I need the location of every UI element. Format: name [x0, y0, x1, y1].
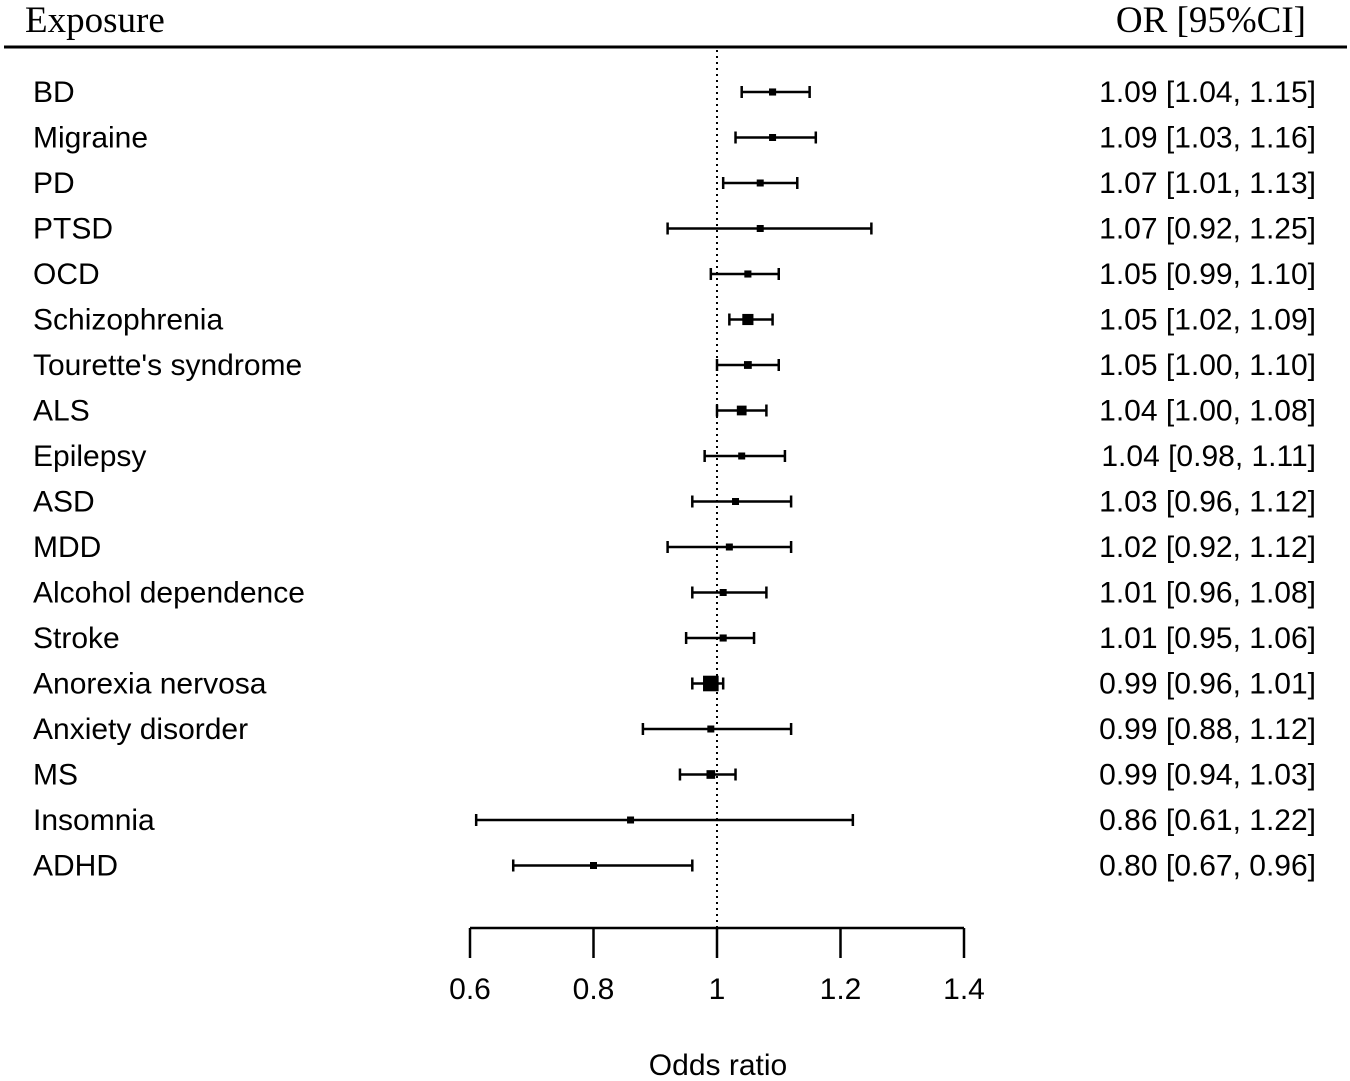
row-label: ALS: [33, 395, 90, 428]
forest-row: MS 0.99 [0.94, 1.03]: [33, 759, 1316, 792]
row-or-ci-text: 1.05 [1.02, 1.09]: [1099, 304, 1316, 337]
row-label: MDD: [33, 531, 101, 564]
row-or-ci-text: 1.03 [0.96, 1.12]: [1099, 486, 1316, 519]
point-estimate: [703, 675, 719, 692]
point-estimate: [706, 770, 716, 779]
x-tick-label: 1.2: [820, 973, 862, 1006]
row-or-ci-text: 1.09 [1.03, 1.16]: [1099, 122, 1316, 155]
row-label: BD: [33, 76, 75, 109]
row-label: OCD: [33, 258, 100, 291]
forest-row: ADHD 0.80 [0.67, 0.96]: [33, 850, 1316, 883]
point-estimate: [743, 361, 752, 369]
row-label: Alcohol dependence: [33, 577, 305, 610]
forest-row: BD 1.09 [1.04, 1.15]: [33, 76, 1316, 109]
forest-row: Alcohol dependence 1.01 [0.96, 1.08]: [33, 577, 1316, 610]
row-label: Schizophrenia: [33, 304, 223, 337]
row-or-ci-text: 0.99 [0.94, 1.03]: [1099, 759, 1316, 792]
forest-row: Stroke 1.01 [0.95, 1.06]: [33, 622, 1316, 655]
point-estimate: [725, 543, 733, 551]
row-or-ci-text: 1.04 [1.00, 1.08]: [1099, 395, 1316, 428]
row-or-ci-text: 0.99 [0.96, 1.01]: [1099, 668, 1316, 701]
row-label: ADHD: [33, 850, 118, 883]
row-label: Epilepsy: [33, 440, 146, 473]
forest-row: OCD 1.05 [0.99, 1.10]: [33, 258, 1316, 291]
forest-row: PD 1.07 [1.01, 1.13]: [33, 167, 1316, 200]
row-or-ci-text: 1.07 [0.92, 1.25]: [1099, 213, 1316, 246]
row-or-ci-text: 1.05 [0.99, 1.10]: [1099, 258, 1316, 291]
x-tick-label: 1: [709, 973, 726, 1006]
point-estimate: [769, 134, 777, 141]
exposure-column-header: Exposure: [25, 0, 165, 41]
row-or-ci-text: 1.01 [0.96, 1.08]: [1099, 577, 1316, 610]
point-estimate: [756, 179, 764, 187]
point-estimate: [719, 634, 727, 642]
row-or-ci-text: 1.04 [0.98, 1.11]: [1101, 440, 1316, 473]
point-estimate: [719, 589, 727, 596]
point-estimate: [707, 725, 715, 733]
forest-row: Anxiety disorder 0.99 [0.88, 1.12]: [33, 713, 1316, 746]
forest-row: ASD 1.03 [0.96, 1.12]: [33, 486, 1316, 519]
forest-row: Tourette's syndrome 1.05 [1.00, 1.10]: [33, 349, 1316, 382]
point-estimate: [744, 270, 752, 278]
point-estimate: [736, 405, 747, 416]
forest-row: PTSD 1.07 [0.92, 1.25]: [33, 213, 1316, 246]
point-estimate: [756, 225, 764, 232]
forest-row: Anorexia nervosa 0.99 [0.96, 1.01]: [33, 668, 1316, 701]
row-label: Insomnia: [33, 804, 155, 837]
forest-row: Migraine 1.09 [1.03, 1.16]: [33, 122, 1316, 155]
x-tick-label: 0.8: [573, 973, 615, 1006]
row-label: MS: [33, 759, 78, 792]
x-tick-label: 1.4: [943, 973, 985, 1006]
row-or-ci-text: 1.01 [0.95, 1.06]: [1099, 622, 1316, 655]
row-or-ci-text: 1.09 [1.04, 1.15]: [1099, 76, 1316, 109]
point-estimate: [627, 816, 635, 824]
forest-row: ALS 1.04 [1.00, 1.08]: [33, 395, 1316, 428]
or-ci-column-header: OR [95%CI]: [1116, 0, 1306, 41]
point-estimate: [742, 313, 754, 326]
row-or-ci-text: 1.02 [0.92, 1.12]: [1099, 531, 1316, 564]
row-label: Tourette's syndrome: [33, 349, 302, 382]
forest-row: Insomnia 0.86 [0.61, 1.22]: [33, 804, 1316, 837]
point-estimate: [590, 862, 597, 869]
point-estimate: [738, 452, 746, 460]
row-or-ci-text: 1.05 [1.00, 1.10]: [1099, 349, 1316, 382]
row-label: PD: [33, 167, 75, 200]
x-axis-title: Odds ratio: [649, 1049, 787, 1081]
row-label: Migraine: [33, 122, 148, 155]
forest-row: MDD 1.02 [0.92, 1.12]: [33, 531, 1316, 564]
forest-row: Schizophrenia 1.05 [1.02, 1.09]: [33, 304, 1316, 337]
row-or-ci-text: 0.80 [0.67, 0.96]: [1099, 850, 1316, 883]
row-label: Anxiety disorder: [33, 713, 248, 746]
forest-row: Epilepsy 1.04 [0.98, 1.11]: [33, 440, 1316, 473]
row-or-ci-text: 0.86 [0.61, 1.22]: [1099, 804, 1316, 837]
x-tick-label: 0.6: [449, 973, 491, 1006]
row-label: ASD: [33, 486, 95, 519]
point-estimate: [732, 498, 740, 505]
row-or-ci-text: 0.99 [0.88, 1.12]: [1099, 713, 1316, 746]
row-label: Stroke: [33, 622, 120, 655]
row-label: PTSD: [33, 213, 113, 246]
row-label: Anorexia nervosa: [33, 668, 267, 701]
row-or-ci-text: 1.07 [1.01, 1.13]: [1099, 167, 1316, 200]
point-estimate: [769, 88, 777, 96]
